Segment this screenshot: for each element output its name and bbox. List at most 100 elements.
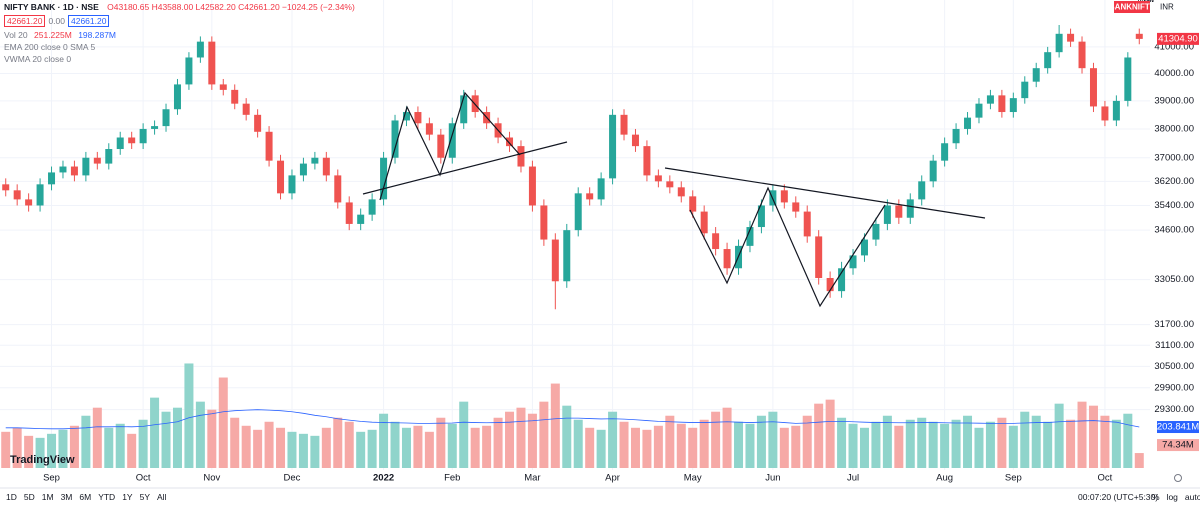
- ema-study: EMA 200 close 0 SMA 5: [4, 42, 96, 52]
- price-axis-bg: [1150, 0, 1200, 488]
- ticker-box[interactable]: [1114, 1, 1150, 13]
- volume-bar: [58, 429, 68, 468]
- volume-bar: [1020, 411, 1030, 468]
- candle-body: [1044, 52, 1052, 69]
- toolbar-button[interactable]: log: [1166, 492, 1178, 502]
- volume-bar: [436, 417, 446, 468]
- x-tick-label: Sep: [1005, 473, 1022, 484]
- volume-bar: [241, 425, 251, 468]
- volume-bar: [779, 427, 789, 468]
- settings-icon[interactable]: [1174, 474, 1182, 482]
- volume-bar: [871, 421, 881, 468]
- candle-body: [231, 89, 239, 104]
- candle-body: [597, 178, 605, 200]
- volume-bar: [287, 431, 297, 468]
- volume-bar: [768, 411, 778, 468]
- candle-body: [59, 166, 67, 173]
- candle-body: [36, 184, 44, 206]
- volume-ma: [5, 409, 1140, 430]
- volume-bar: [104, 427, 114, 468]
- ticker[interactable]: BANKNIFTY: [1109, 3, 1156, 12]
- toolbar-button[interactable]: YTD: [98, 492, 116, 502]
- volume-bar: [997, 417, 1007, 468]
- y-tick-label: 30500.00: [1154, 361, 1194, 372]
- volume-bar: [630, 427, 640, 468]
- volume-bar: [562, 405, 572, 468]
- options: % log auto: [1152, 492, 1200, 502]
- axis-tag-label: 74.34M: [1162, 440, 1194, 451]
- toolbar-button[interactable]: 1Y: [122, 492, 133, 502]
- candle-body: [208, 41, 216, 85]
- volume-bar: [12, 427, 22, 468]
- candle-body: [1135, 33, 1143, 39]
- toolbar-button[interactable]: All: [157, 492, 167, 502]
- volume-bar: [527, 413, 537, 468]
- axis-tag-label: 41304.90: [1158, 33, 1198, 44]
- candle-body: [964, 117, 972, 129]
- candle-body: [402, 112, 410, 121]
- volume-bar: [81, 415, 91, 468]
- toolbar-button[interactable]: 5D: [23, 492, 35, 502]
- candle-body: [849, 255, 857, 269]
- price-boxes: 42661.20 0.00 42661.20: [4, 15, 112, 27]
- volume-bar: [24, 435, 34, 468]
- axis-tag: [1157, 439, 1199, 452]
- volume-bar: [894, 425, 904, 468]
- candle-body: [425, 123, 433, 135]
- candle-body: [196, 41, 204, 58]
- toolbar-button[interactable]: auto: [1184, 492, 1200, 502]
- toolbar-button[interactable]: 1D: [6, 492, 17, 502]
- candle-body: [998, 95, 1006, 113]
- volume-bar: [172, 407, 182, 468]
- candle-body: [757, 205, 765, 228]
- vol-study: Vol 20 251.225M 198.287M: [4, 30, 116, 40]
- toolbar-button[interactable]: 6M: [79, 492, 92, 502]
- volume-bar: [1088, 405, 1098, 468]
- toolbar-button[interactable]: 1M: [41, 492, 54, 502]
- axis-tag: [1157, 421, 1199, 434]
- volume-bar: [516, 407, 526, 468]
- volume-bar: [161, 411, 171, 468]
- logo: TradingView: [10, 454, 75, 466]
- candle-body: [334, 175, 342, 203]
- candle-body: [883, 205, 891, 224]
- candle-body: [895, 205, 903, 218]
- candle-body: [242, 103, 250, 115]
- volume-bar: [688, 427, 698, 468]
- volume-bar: [218, 377, 228, 468]
- volume-bar: [276, 427, 286, 468]
- x-tick-label: Aug: [936, 473, 953, 484]
- volume-bar: [791, 425, 801, 468]
- x-tick-label: Sep: [43, 473, 60, 484]
- candle-body: [838, 268, 846, 292]
- volume-bar: [608, 411, 618, 468]
- volume-bar: [539, 401, 549, 468]
- candle-body: [563, 230, 571, 282]
- volume-bar: [550, 383, 560, 468]
- volume-bar: [401, 427, 411, 468]
- x-tick-label: Oct: [1098, 473, 1113, 484]
- candle-body: [1055, 33, 1063, 53]
- currency[interactable]: INR: [1160, 3, 1174, 12]
- y-tick-label: 40000.00: [1154, 68, 1194, 79]
- toolbar-button[interactable]: 5Y: [139, 492, 150, 502]
- volume-bar: [344, 421, 354, 468]
- candle-body: [448, 123, 456, 158]
- toolbar-button[interactable]: %: [1152, 492, 1160, 502]
- volume-bar: [321, 427, 331, 468]
- volume-bar: [825, 399, 835, 468]
- volume-bar: [802, 415, 812, 468]
- toolbar-button[interactable]: 3M: [60, 492, 73, 502]
- candle-body: [1032, 68, 1040, 82]
- candle-body: [815, 236, 823, 279]
- candle-body: [116, 137, 124, 150]
- y-tick-label: 35400.00: [1154, 200, 1194, 211]
- header-row: NIFTY BANK · 1D · NSE O43180.65 H43588.0…: [4, 2, 355, 12]
- volume-bar: [653, 425, 663, 468]
- volume-bar: [1, 431, 11, 468]
- candle-body: [528, 166, 536, 206]
- ohlc: O43180.65 H43588.00 L42582.20 C42661.20 …: [107, 2, 355, 12]
- y-tick-label: 31100.00: [1155, 340, 1194, 351]
- candle-body: [70, 166, 78, 176]
- candle-body: [173, 84, 181, 110]
